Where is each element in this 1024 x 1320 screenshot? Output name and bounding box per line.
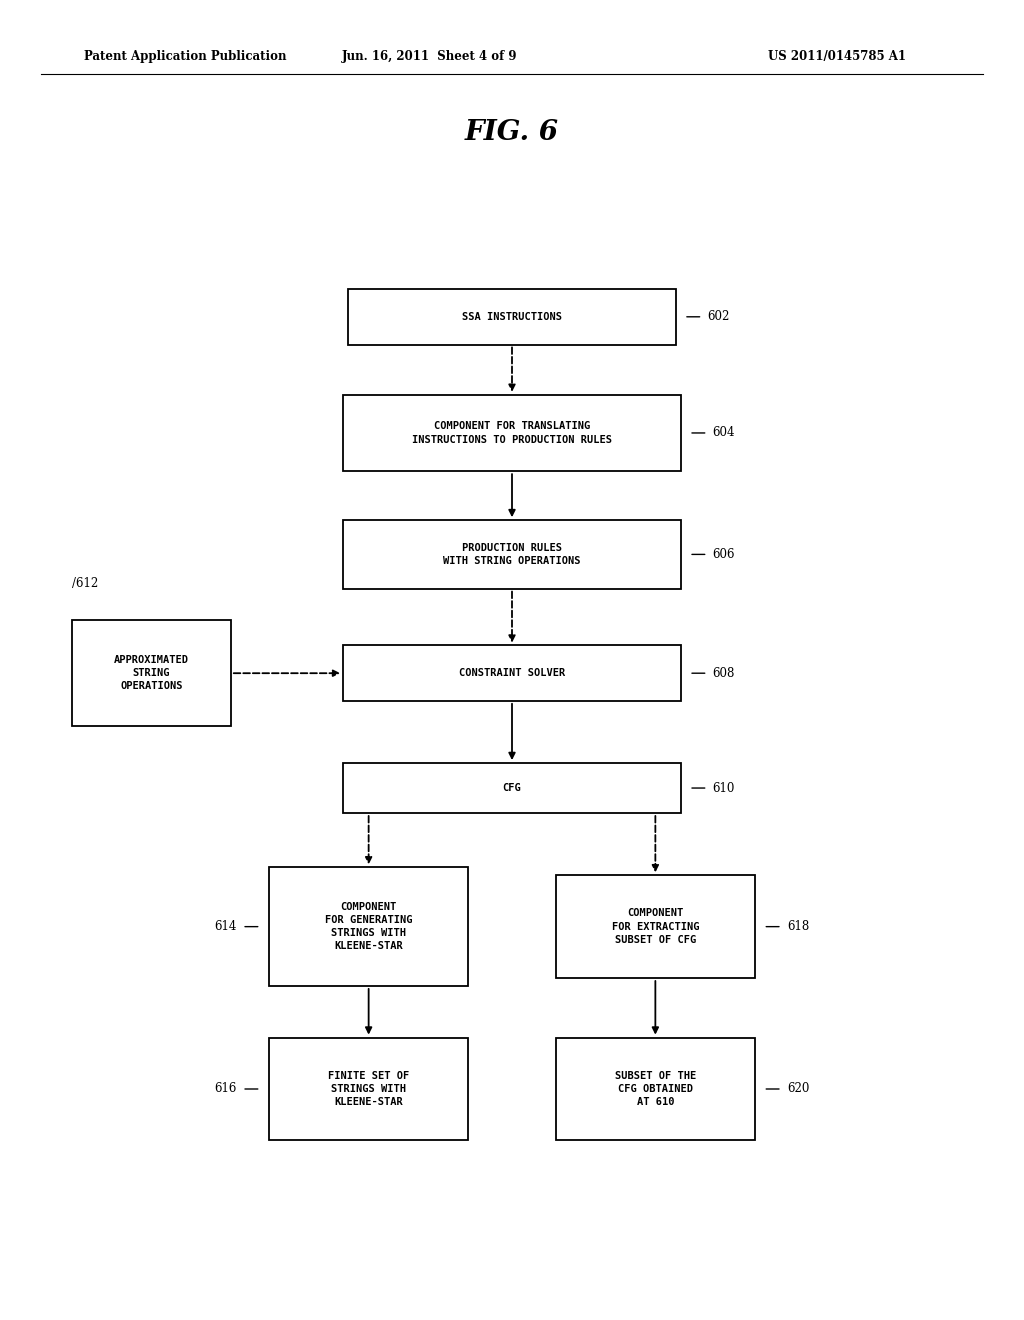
Text: 604: 604 <box>713 426 735 440</box>
Text: FINITE SET OF
STRINGS WITH
KLEENE-STAR: FINITE SET OF STRINGS WITH KLEENE-STAR <box>328 1071 410 1107</box>
Text: 614: 614 <box>215 920 237 933</box>
Text: Jun. 16, 2011  Sheet 4 of 9: Jun. 16, 2011 Sheet 4 of 9 <box>342 50 518 63</box>
Text: 608: 608 <box>713 667 735 680</box>
Text: 618: 618 <box>787 920 809 933</box>
Bar <box>343 520 681 589</box>
Text: SUBSET OF THE
CFG OBTAINED
AT 610: SUBSET OF THE CFG OBTAINED AT 610 <box>614 1071 696 1107</box>
Text: FIG. 6: FIG. 6 <box>465 119 559 145</box>
Text: 602: 602 <box>708 310 730 323</box>
Text: COMPONENT
FOR GENERATING
STRINGS WITH
KLEENE-STAR: COMPONENT FOR GENERATING STRINGS WITH KL… <box>325 902 413 952</box>
Bar <box>555 875 756 978</box>
Text: COMPONENT
FOR EXTRACTING
SUBSET OF CFG: COMPONENT FOR EXTRACTING SUBSET OF CFG <box>611 908 699 945</box>
Text: 610: 610 <box>713 781 735 795</box>
Text: Patent Application Publication: Patent Application Publication <box>84 50 287 63</box>
Bar <box>343 395 681 471</box>
Bar <box>348 289 676 345</box>
Text: US 2011/0145785 A1: US 2011/0145785 A1 <box>768 50 906 63</box>
Bar <box>72 620 230 726</box>
Bar <box>343 645 681 701</box>
Bar <box>555 1038 756 1140</box>
Text: APPROXIMATED
STRING
OPERATIONS: APPROXIMATED STRING OPERATIONS <box>114 655 189 692</box>
Text: 620: 620 <box>787 1082 809 1096</box>
Text: SSA INSTRUCTIONS: SSA INSTRUCTIONS <box>462 312 562 322</box>
Text: CONSTRAINT SOLVER: CONSTRAINT SOLVER <box>459 668 565 678</box>
Bar <box>268 867 468 986</box>
Text: 616: 616 <box>215 1082 237 1096</box>
Bar <box>268 1038 468 1140</box>
Text: 606: 606 <box>713 548 735 561</box>
Text: PRODUCTION RULES
WITH STRING OPERATIONS: PRODUCTION RULES WITH STRING OPERATIONS <box>443 543 581 566</box>
Text: COMPONENT FOR TRANSLATING
INSTRUCTIONS TO PRODUCTION RULES: COMPONENT FOR TRANSLATING INSTRUCTIONS T… <box>412 421 612 445</box>
Bar <box>343 763 681 813</box>
Text: CFG: CFG <box>503 783 521 793</box>
Text: /612: /612 <box>72 577 98 590</box>
